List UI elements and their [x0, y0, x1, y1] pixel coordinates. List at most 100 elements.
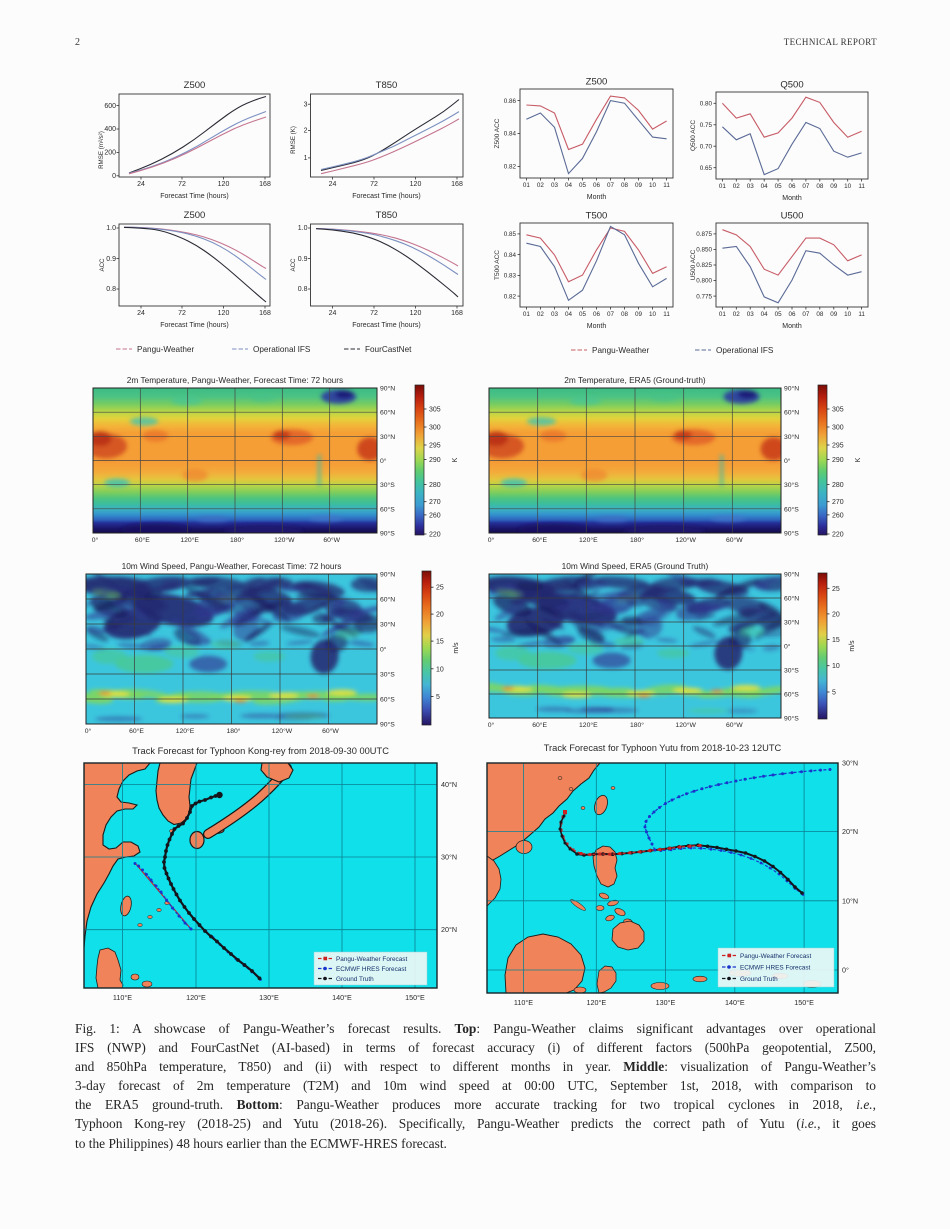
svg-text:0.825: 0.825	[696, 262, 712, 269]
svg-text:90°N: 90°N	[380, 571, 395, 579]
svg-text:25: 25	[436, 585, 444, 592]
svg-text:30°S: 30°S	[380, 481, 395, 489]
svg-text:Pangu-Weather: Pangu-Weather	[137, 345, 194, 354]
svg-text:90°S: 90°S	[784, 715, 799, 723]
svg-text:90°S: 90°S	[380, 530, 395, 538]
svg-text:0.850: 0.850	[696, 247, 712, 254]
svg-text:120°E: 120°E	[180, 536, 199, 544]
svg-text:09: 09	[635, 182, 643, 189]
svg-text:270: 270	[832, 499, 844, 506]
svg-text:Month: Month	[782, 323, 802, 330]
svg-text:0.80: 0.80	[700, 101, 713, 108]
svg-text:300: 300	[832, 425, 844, 432]
svg-text:0.75: 0.75	[700, 122, 713, 129]
svg-text:60°E: 60°E	[532, 536, 547, 544]
svg-text:60°S: 60°S	[380, 505, 395, 513]
svg-text:120°W: 120°W	[675, 721, 696, 729]
svg-text:40°N: 40°N	[441, 780, 457, 789]
svg-text:30°N: 30°N	[842, 759, 858, 768]
svg-text:11: 11	[663, 311, 670, 318]
svg-text:30°N: 30°N	[784, 619, 799, 627]
svg-text:0.8: 0.8	[106, 286, 116, 293]
svg-text:05: 05	[775, 311, 783, 318]
svg-text:0.82: 0.82	[504, 164, 517, 171]
svg-text:280: 280	[832, 482, 844, 489]
svg-text:25: 25	[832, 586, 840, 593]
svg-text:0°: 0°	[784, 457, 791, 465]
svg-text:08: 08	[816, 311, 824, 318]
svg-text:11: 11	[858, 183, 865, 190]
svg-text:0.84: 0.84	[504, 252, 517, 259]
svg-text:60°W: 60°W	[323, 536, 340, 544]
svg-text:140°E: 140°E	[332, 993, 352, 1002]
svg-text:06: 06	[788, 311, 796, 318]
svg-text:0.9: 0.9	[298, 256, 308, 263]
svg-text:0.875: 0.875	[696, 231, 712, 238]
svg-text:120°E: 120°E	[586, 998, 606, 1007]
svg-text:280: 280	[429, 482, 441, 489]
svg-text:0°: 0°	[380, 646, 387, 654]
svg-text:Z500: Z500	[184, 80, 206, 91]
svg-text:180°: 180°	[230, 536, 244, 544]
svg-text:10: 10	[844, 183, 852, 190]
svg-text:09: 09	[830, 183, 838, 190]
svg-text:0.9: 0.9	[106, 256, 116, 263]
svg-text:06: 06	[593, 182, 601, 189]
svg-text:10: 10	[832, 663, 840, 670]
svg-text:110°E: 110°E	[514, 998, 533, 1007]
svg-text:168: 168	[451, 181, 463, 188]
svg-text:60°N: 60°N	[380, 596, 395, 604]
svg-text:600: 600	[104, 103, 116, 110]
svg-text:04: 04	[761, 183, 769, 190]
svg-text:15: 15	[436, 639, 444, 646]
svg-text:30°N: 30°N	[784, 433, 799, 441]
svg-text:180°: 180°	[226, 727, 240, 735]
svg-text:180°: 180°	[630, 721, 644, 729]
svg-text:180°: 180°	[630, 536, 644, 544]
svg-text:20: 20	[436, 612, 444, 619]
svg-text:140°E: 140°E	[725, 998, 745, 1007]
svg-text:Month: Month	[587, 194, 607, 201]
svg-text:05: 05	[579, 182, 587, 189]
svg-text:0.85: 0.85	[504, 231, 517, 238]
svg-text:07: 07	[802, 311, 810, 318]
svg-text:Forecast Time (hours): Forecast Time (hours)	[160, 193, 228, 200]
svg-text:0°: 0°	[842, 966, 849, 975]
svg-text:10m Wind Speed, ERA5 (Ground T: 10m Wind Speed, ERA5 (Ground Truth)	[562, 561, 709, 571]
svg-text:168: 168	[259, 181, 271, 188]
svg-text:0°: 0°	[85, 727, 92, 735]
svg-text:1.0: 1.0	[106, 225, 116, 232]
svg-text:T850: T850	[376, 80, 398, 91]
svg-text:03: 03	[747, 311, 755, 318]
svg-text:295: 295	[832, 443, 844, 450]
svg-text:0°: 0°	[488, 536, 495, 544]
svg-text:0°: 0°	[92, 536, 99, 544]
svg-text:09: 09	[830, 311, 838, 318]
svg-text:0.8: 0.8	[298, 286, 308, 293]
svg-text:30°N: 30°N	[441, 853, 457, 862]
svg-text:0.775: 0.775	[696, 293, 712, 300]
svg-text:Month: Month	[587, 323, 607, 330]
svg-text:04: 04	[761, 311, 769, 318]
svg-text:72: 72	[178, 181, 186, 188]
svg-text:01: 01	[719, 183, 727, 190]
svg-text:08: 08	[621, 182, 629, 189]
svg-text:5: 5	[436, 694, 440, 701]
svg-text:168: 168	[451, 310, 463, 317]
svg-text:60°N: 60°N	[784, 595, 799, 603]
svg-text:U500: U500	[781, 211, 804, 222]
svg-text:290: 290	[832, 457, 844, 464]
svg-text:120: 120	[218, 181, 230, 188]
svg-text:10: 10	[649, 311, 657, 318]
svg-text:30°N: 30°N	[380, 433, 395, 441]
svg-text:Forecast Time (hours): Forecast Time (hours)	[352, 193, 420, 200]
svg-text:Pangu-Weather Forecast: Pangu-Weather Forecast	[740, 953, 812, 960]
svg-text:90°S: 90°S	[380, 721, 395, 729]
svg-text:120°E: 120°E	[579, 536, 598, 544]
svg-text:120°W: 120°W	[272, 727, 293, 735]
svg-text:RMSE (K): RMSE (K)	[290, 126, 297, 154]
svg-text:K: K	[452, 457, 459, 462]
svg-text:m/s: m/s	[849, 640, 856, 652]
svg-text:72: 72	[370, 181, 378, 188]
svg-text:Month: Month	[782, 195, 802, 202]
